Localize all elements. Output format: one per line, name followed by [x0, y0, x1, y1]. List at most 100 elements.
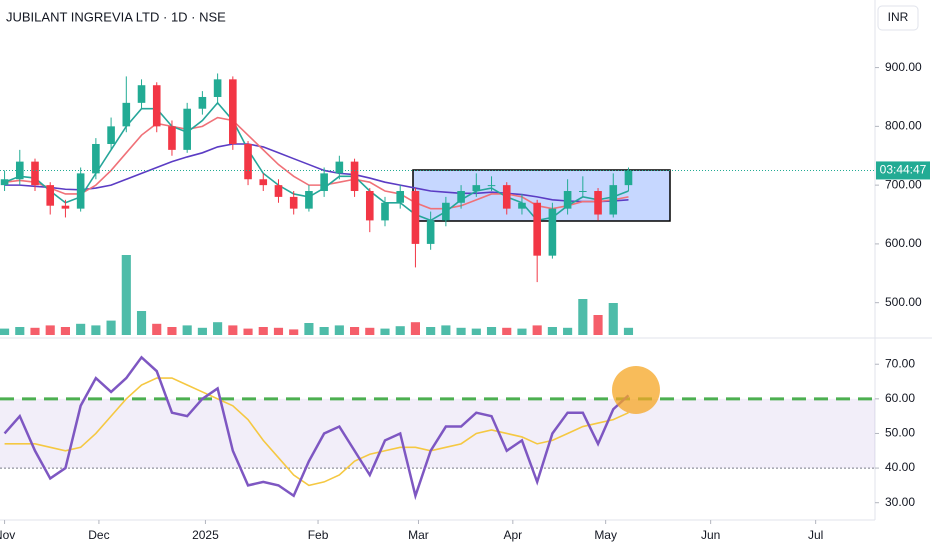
volume-bar — [91, 325, 101, 335]
x-tick-label: Feb — [308, 528, 329, 542]
volume-bar — [258, 327, 268, 335]
candle-body — [609, 185, 618, 215]
volume-bar — [350, 327, 360, 335]
volume-bar — [593, 315, 603, 335]
x-tick-label: Nov — [0, 528, 15, 542]
candle-body — [518, 202, 526, 209]
volume-bar — [334, 325, 344, 335]
candle-body — [320, 173, 328, 192]
volume-bar — [395, 326, 405, 335]
candle-body — [229, 79, 237, 144]
volume-bar — [502, 327, 512, 335]
candle-body — [381, 202, 389, 221]
candle-body — [31, 161, 39, 186]
volume-bar — [106, 320, 116, 335]
candle-body — [61, 205, 70, 209]
candle-body — [472, 185, 481, 192]
volume-bar — [76, 323, 86, 335]
candle-body — [274, 185, 283, 197]
y-tick-label: 30.00 — [885, 495, 915, 509]
volume-bar — [471, 328, 481, 335]
candle-body — [487, 185, 496, 187]
volume-bar — [60, 327, 70, 335]
candle-body — [365, 191, 374, 221]
candle-body — [259, 179, 268, 186]
candle-body — [213, 79, 222, 97]
volume-bar — [441, 325, 451, 335]
candle-body — [548, 208, 557, 256]
highlight-circle — [612, 366, 660, 414]
chart-title: JUBILANT INGREVIA LTD · 1D · NSE — [6, 9, 226, 24]
volume-bar — [167, 327, 177, 335]
candle-body — [198, 96, 207, 109]
y-tick-label: 700.00 — [885, 177, 922, 191]
candle-body — [107, 126, 115, 144]
indicator-line — [4, 116, 629, 210]
volume-bar — [319, 327, 329, 335]
volume-bar — [197, 327, 207, 335]
x-tick-label: Jun — [701, 528, 720, 542]
volume-bar — [365, 327, 375, 335]
candle-body — [579, 191, 587, 193]
volume-bar — [426, 327, 436, 335]
candle-body — [244, 143, 252, 180]
x-tick-label: Jul — [808, 528, 823, 542]
volume-bar — [243, 328, 253, 335]
volume-bar — [289, 329, 299, 335]
indicator-line — [3, 355, 630, 501]
volume-bar — [45, 325, 55, 335]
currency-label: INR — [888, 10, 909, 24]
candle-body — [457, 191, 465, 203]
candle-body — [350, 161, 359, 192]
y-tick-label: 800.00 — [885, 119, 922, 133]
candle-body — [122, 102, 131, 127]
candle-body — [624, 170, 633, 186]
volume-bar — [380, 328, 390, 335]
volume-bar — [517, 328, 527, 335]
candle-body — [502, 185, 511, 209]
x-tick-label: May — [594, 528, 617, 542]
countdown-badge — [876, 161, 930, 180]
candle-body — [411, 191, 420, 244]
volume-bar — [532, 325, 542, 335]
volume-bar — [213, 322, 223, 335]
rsi-band — [0, 398, 875, 469]
volume-bar — [547, 327, 557, 335]
candle-body — [594, 191, 602, 215]
candle-body — [442, 202, 450, 221]
volume-bar — [136, 311, 147, 335]
volume-bar — [30, 327, 40, 335]
candle-body — [15, 161, 24, 180]
candle-body — [289, 196, 298, 209]
candle-body — [0, 179, 9, 186]
y-tick-label: 40.00 — [885, 460, 915, 474]
candle-body — [46, 185, 55, 206]
volume-bar — [121, 255, 131, 335]
volume-bar — [15, 327, 25, 335]
candle-body — [137, 85, 146, 103]
volume-bar — [623, 327, 634, 335]
volume-bar — [578, 299, 588, 335]
candle-body — [533, 202, 541, 256]
y-tick-label: 50.00 — [885, 426, 915, 440]
x-tick-label: Dec — [88, 528, 109, 542]
y-tick-label: 900.00 — [885, 60, 922, 74]
currency-button[interactable] — [877, 5, 919, 31]
volume-bar — [273, 327, 284, 335]
volume-bar — [0, 328, 10, 335]
candle-body — [396, 191, 405, 203]
candle-body — [335, 161, 344, 174]
candle-body — [183, 108, 191, 150]
volume-bar — [152, 323, 162, 335]
candle-body — [305, 191, 313, 209]
indicator-line — [4, 377, 629, 487]
candle-body — [563, 191, 572, 209]
volume-bar — [182, 325, 192, 335]
candle-body — [76, 173, 85, 209]
volume-bar — [608, 303, 618, 335]
indicator-line — [4, 143, 629, 203]
candle-body — [92, 143, 100, 174]
volume-bar — [563, 327, 573, 335]
x-tick-label: Mar — [408, 528, 429, 542]
